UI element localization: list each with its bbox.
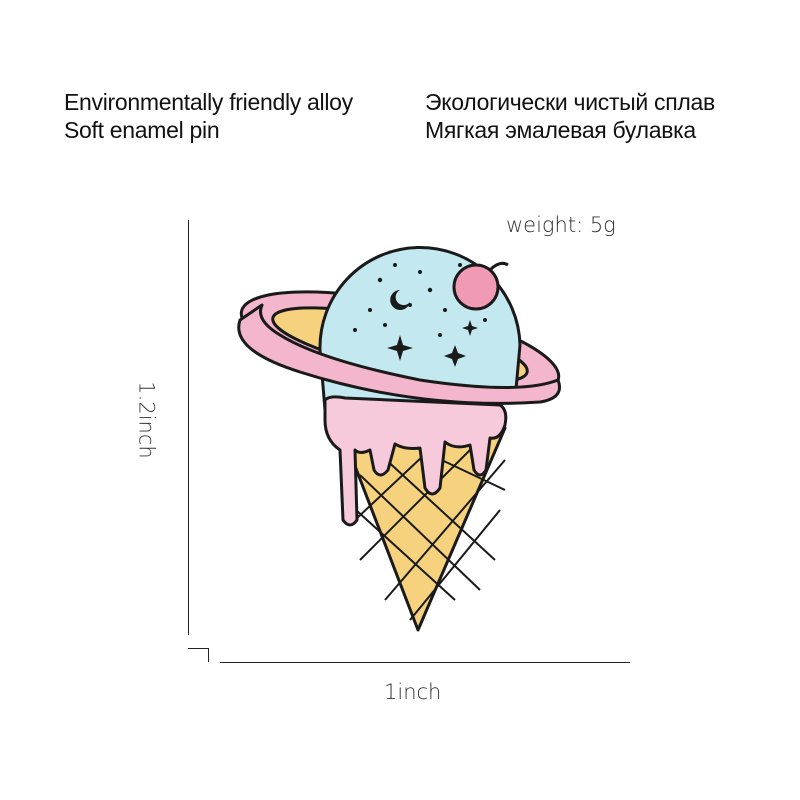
feature-alloy-ru: Экологически чистый сплав [425, 89, 715, 115]
height-dimension-line [188, 220, 189, 635]
feature-enamel-ru: Мягкая эмалевая булавка [425, 117, 696, 143]
feature-alloy-en: Environmentally friendly alloy [64, 89, 353, 115]
width-dimension-line [220, 662, 630, 663]
corner-bracket [208, 648, 209, 662]
corner-bracket [188, 648, 208, 649]
cherry-stem [488, 261, 509, 272]
weight-label: weight: 5g [506, 213, 616, 237]
width-label: 1inch [384, 680, 442, 704]
planet-ring-front [237, 303, 561, 405]
feature-enamel-en: Soft enamel pin [64, 117, 220, 143]
cone-pattern [344, 439, 506, 621]
melting-drip [323, 395, 508, 527]
cherry [452, 263, 500, 311]
scoop-stars [353, 263, 487, 367]
